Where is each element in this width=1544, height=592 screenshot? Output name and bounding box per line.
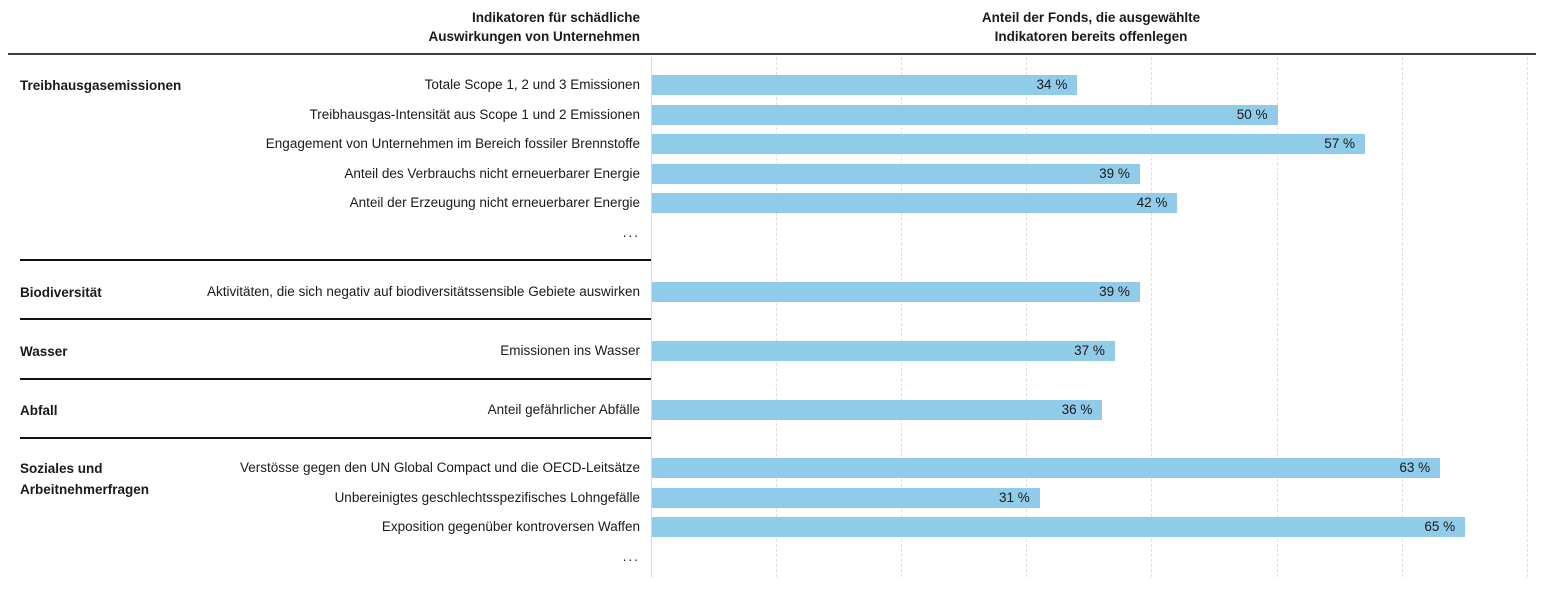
bar-value-label: 65 %: [1424, 519, 1456, 534]
bar: 34 %: [652, 75, 1078, 95]
bar: 42 %: [652, 193, 1178, 213]
bar-value-label: 36 %: [1061, 401, 1093, 417]
indicator-label: Anteil des Verbrauchs nicht erneuerbarer…: [344, 165, 640, 181]
category-label: Soziales und Arbeitnehmerfragen: [20, 461, 150, 497]
section-separator: [20, 258, 651, 261]
category-label: Treibhausgasemissionen: [20, 78, 182, 93]
bar: 63 %: [652, 458, 1441, 478]
bar: 65 %: [652, 517, 1466, 537]
indicator-label: Aktivitäten, die sich negativ auf biodiv…: [207, 283, 640, 299]
bar-value-label: 34 %: [1036, 77, 1068, 92]
bar-value-label: 42 %: [1136, 195, 1168, 210]
category-label: Abfall: [20, 402, 58, 418]
bar: 37 %: [652, 340, 1115, 361]
category-label: Wasser: [20, 343, 68, 359]
indicator-label: Emissionen ins Wasser: [500, 342, 640, 358]
bar-value-label: 31 %: [999, 489, 1030, 505]
gridline: [1526, 57, 1528, 577]
bar: 50 %: [652, 104, 1278, 125]
gridline: [1026, 57, 1028, 577]
gridline-layer: [651, 57, 1537, 577]
gridline: [1401, 57, 1403, 577]
indicator-label: Engagement von Unternehmen im Bereich fo…: [265, 136, 640, 151]
indicator-label: Unbereinigtes geschlechtsspezifisches Lo…: [334, 489, 640, 505]
indicator-label: Exposition gegenüber kontroversen Waffen: [381, 519, 640, 534]
bar-value-label: 39 %: [1099, 283, 1130, 299]
indicator-label: Anteil der Erzeugung nicht erneuerbarer …: [349, 195, 640, 210]
axis-zero-line: [651, 57, 652, 577]
indicator-label: Totale Scope 1, 2 und 3 Emissionen: [424, 77, 640, 92]
ellipsis-label: ...: [622, 548, 640, 564]
gridline: [901, 57, 903, 577]
header-rule: [8, 53, 1536, 55]
section-separator: [20, 377, 651, 380]
indicator-column-header: Indikatoren für schädliche Auswirkungen …: [428, 10, 640, 44]
bar-value-label: 57 %: [1324, 136, 1356, 151]
gridline: [1151, 57, 1153, 577]
section-separator: [20, 437, 651, 439]
bar: 39 %: [652, 163, 1140, 184]
bar-value-label: 50 %: [1236, 106, 1268, 122]
bar: 36 %: [652, 399, 1103, 420]
indicator-label: Verstösse gegen den UN Global Compact un…: [240, 460, 640, 475]
gridline: [1276, 57, 1278, 577]
bar-value-label: 63 %: [1399, 460, 1431, 475]
indicator-label: Treibhausgas-Intensität aus Scope 1 und …: [309, 106, 640, 122]
ellipsis-label: ...: [622, 224, 640, 240]
indicator-label: Anteil gefährlicher Abfälle: [487, 401, 640, 417]
section-separator: [20, 318, 651, 320]
bar-value-label: 39 %: [1099, 165, 1130, 181]
bar: 57 %: [652, 134, 1366, 154]
category-label: Biodiversität: [20, 284, 102, 300]
gridline: [776, 57, 778, 577]
bar: 31 %: [652, 487, 1040, 508]
share-of-funds-column-header: Anteil der Fonds, die ausgewählte Indika…: [981, 10, 1201, 44]
bar-value-label: 37 %: [1074, 342, 1105, 358]
bar: 39 %: [652, 281, 1140, 302]
